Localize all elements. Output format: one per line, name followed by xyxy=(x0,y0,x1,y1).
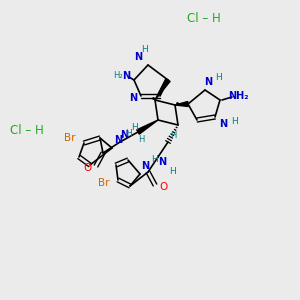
Text: H: H xyxy=(124,130,131,139)
Text: N: N xyxy=(122,71,130,81)
Text: N: N xyxy=(204,77,212,87)
Text: Br: Br xyxy=(64,133,76,143)
Text: N: N xyxy=(114,135,122,145)
Text: H: H xyxy=(169,167,176,176)
Text: H: H xyxy=(142,44,148,53)
Text: O: O xyxy=(160,182,168,192)
Text: H: H xyxy=(214,74,221,82)
Text: H: H xyxy=(232,118,238,127)
Text: H: H xyxy=(130,124,137,133)
Text: Cl – H: Cl – H xyxy=(187,11,221,25)
Polygon shape xyxy=(137,120,158,134)
Text: H: H xyxy=(151,155,158,164)
Text: N: N xyxy=(129,93,137,103)
Text: N: N xyxy=(219,119,227,129)
Text: NH₂: NH₂ xyxy=(228,91,248,101)
Text: H₂: H₂ xyxy=(113,71,123,80)
Text: H: H xyxy=(170,131,176,140)
Text: N: N xyxy=(120,130,128,140)
Text: Cl – H: Cl – H xyxy=(10,124,44,136)
Text: N: N xyxy=(158,157,166,167)
Polygon shape xyxy=(175,101,188,106)
Polygon shape xyxy=(155,79,170,100)
Text: O: O xyxy=(83,163,91,173)
Text: N: N xyxy=(141,161,149,171)
Text: Br: Br xyxy=(98,178,110,188)
Text: H: H xyxy=(138,136,144,145)
Text: N: N xyxy=(134,52,142,62)
